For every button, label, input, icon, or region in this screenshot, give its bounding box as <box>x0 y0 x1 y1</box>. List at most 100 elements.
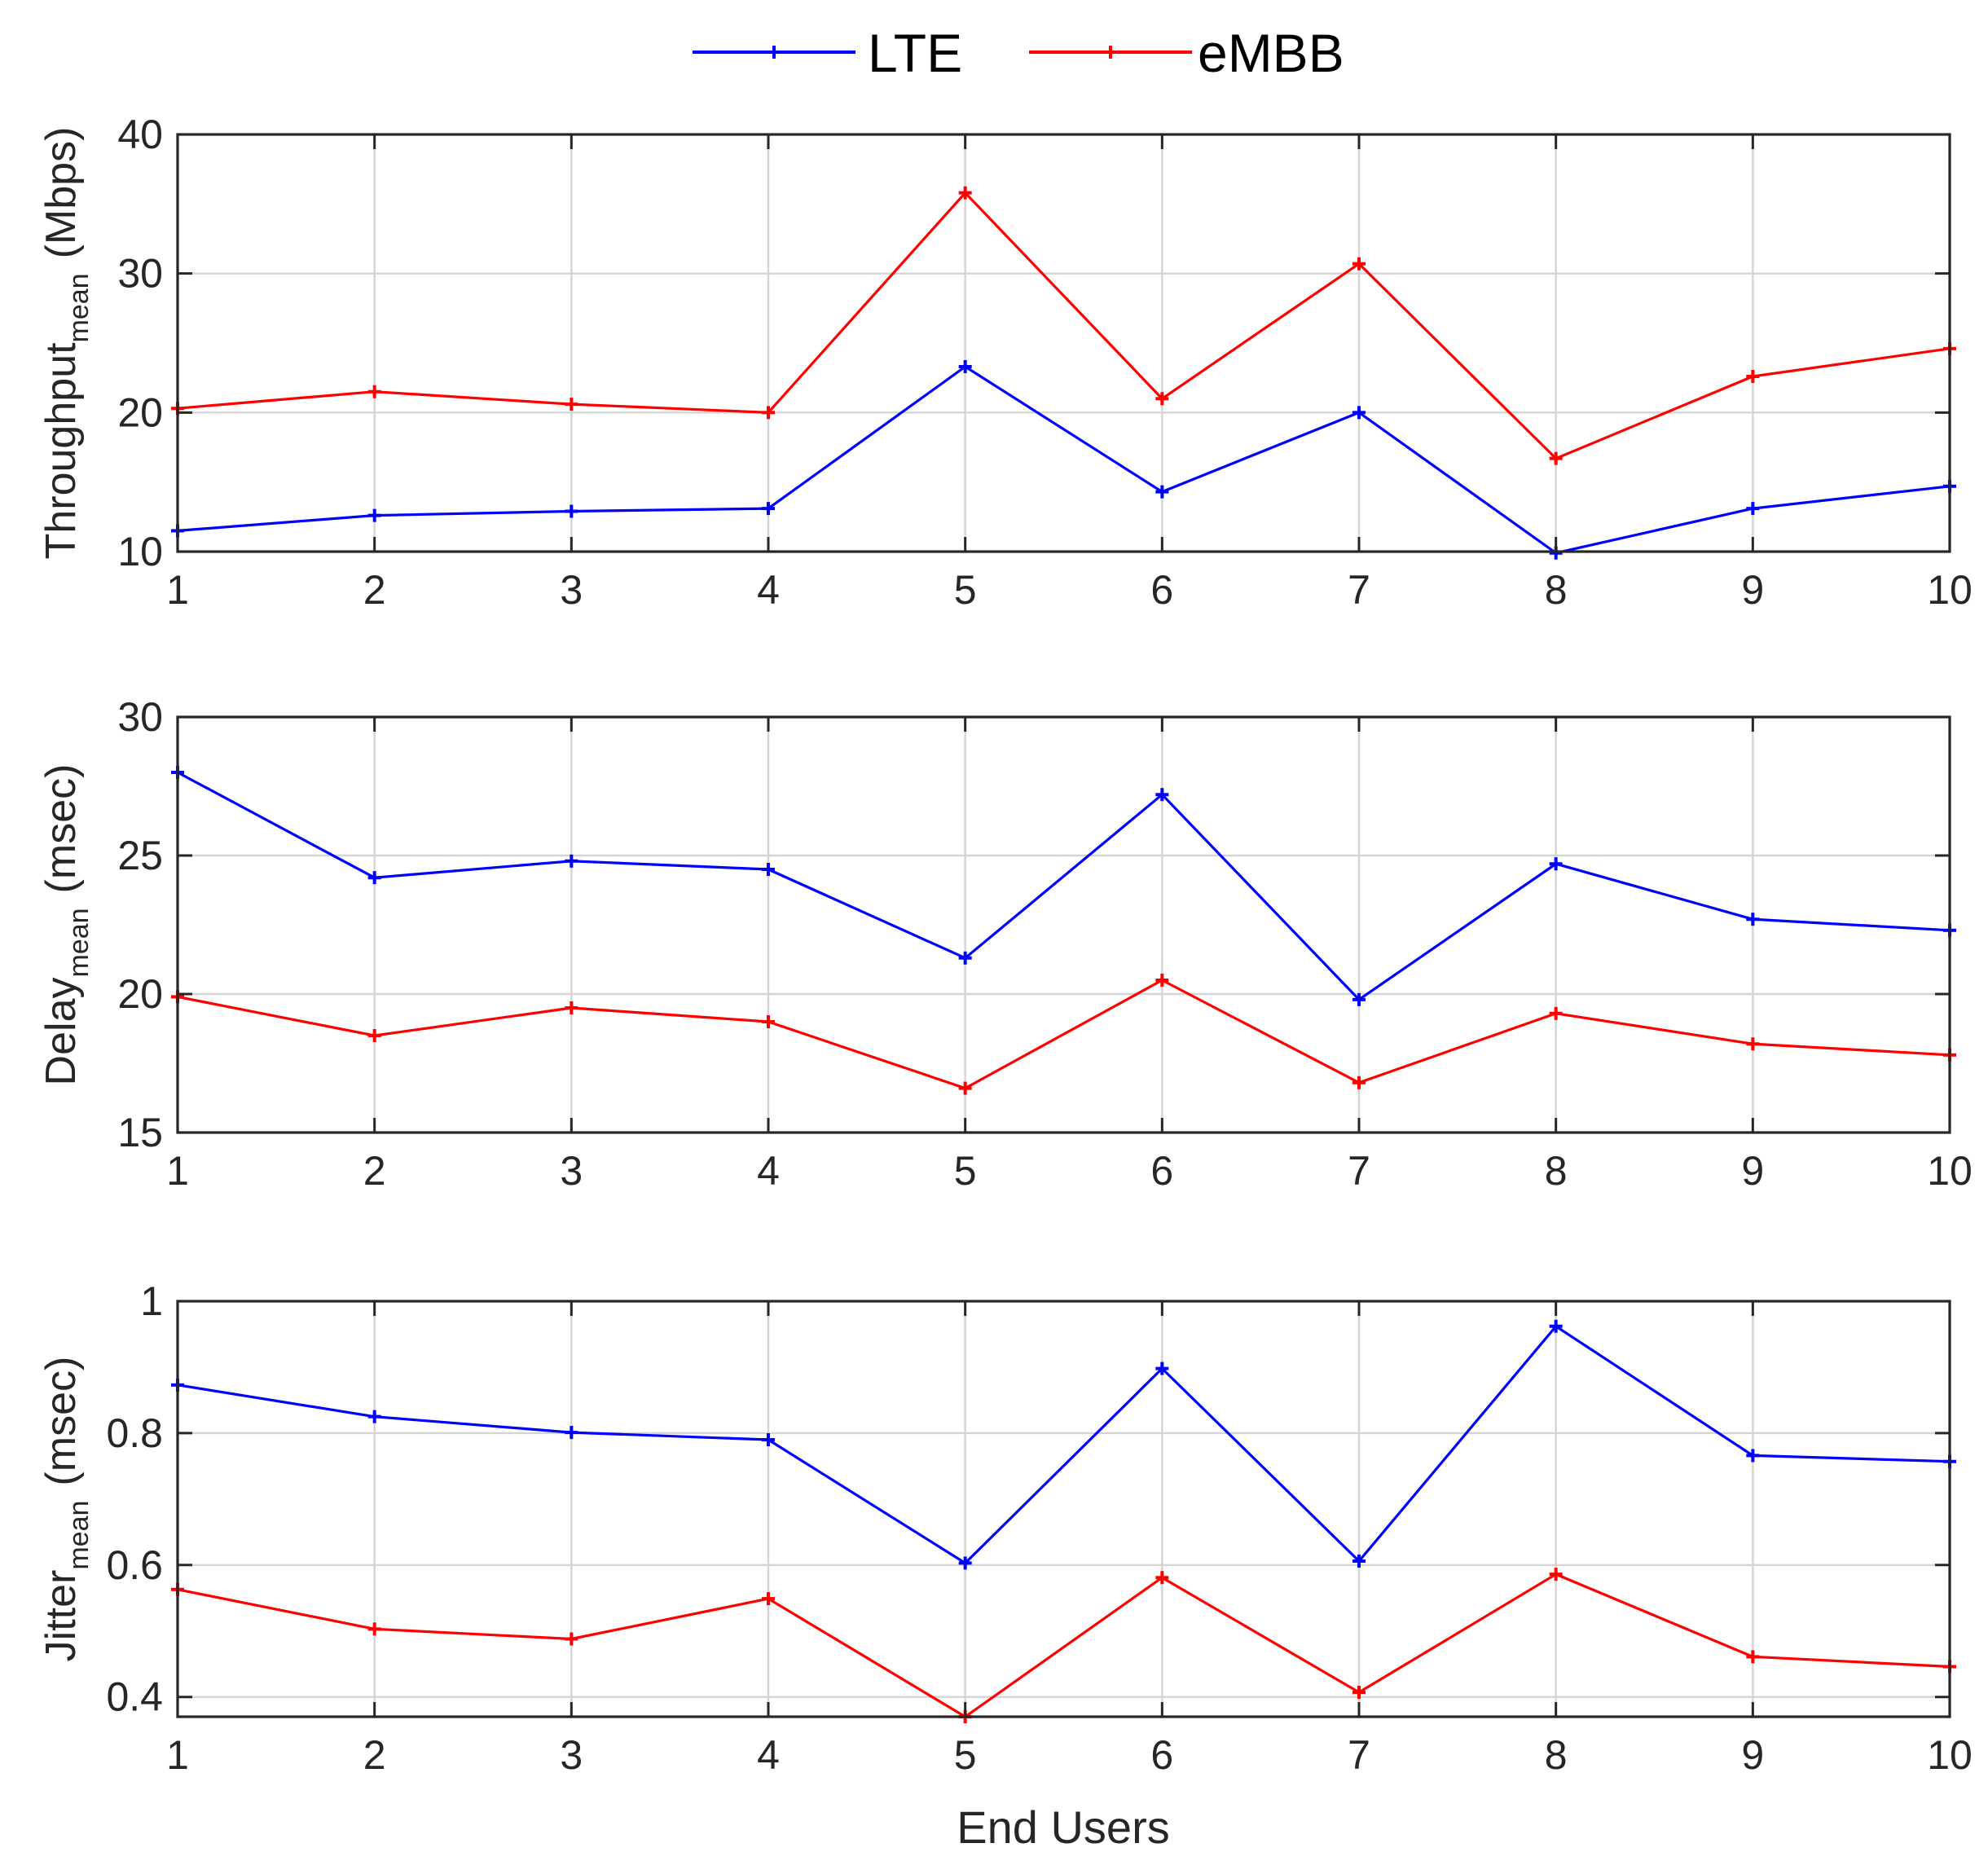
throughput-x-tick-label: 9 <box>1741 567 1764 613</box>
legend-marker-lte <box>767 46 781 59</box>
throughput-panel: 1 2 3 4 5 6 7 8 9 10 10 20 30 40 Throughputmean (Mbps… <box>37 112 1973 613</box>
delay-lte-point <box>958 951 972 965</box>
y-axis-label-subscript: mean <box>64 908 95 977</box>
throughput-x-tick-label: 7 <box>1348 567 1370 613</box>
throughput-y-tick-labels: 10 20 30 40 <box>117 112 163 574</box>
throughput-x-tick-label: 1 <box>166 567 189 613</box>
delay-y-tick-labels: 15 20 25 30 <box>117 694 163 1155</box>
throughput-embb-point <box>1746 369 1760 383</box>
jitter-lte-point <box>1746 1449 1760 1463</box>
throughput-series <box>171 186 1956 560</box>
jitter-y-tick-label: 1 <box>140 1278 163 1324</box>
delay-lte-point <box>762 863 775 876</box>
delay-y-tick-label: 20 <box>117 971 163 1017</box>
jitter-lte-series-line <box>177 1325 1951 1565</box>
delay-embb-point <box>565 1001 578 1014</box>
delay-embb-point <box>1746 1037 1760 1051</box>
delay-embb-point <box>1549 1006 1563 1020</box>
delay-lte-series-line <box>177 771 1951 1001</box>
delay-x-tick-label: 10 <box>1927 1148 1973 1194</box>
delay-embb-point <box>1352 1076 1366 1089</box>
y-axis-label-main: Delay <box>37 977 85 1085</box>
delay-embb-point <box>367 1029 381 1042</box>
jitter-x-tick-label: 4 <box>757 1732 780 1778</box>
throughput-y-tick-label: 20 <box>117 389 163 435</box>
delay-lte-point <box>1352 992 1366 1006</box>
throughput-x-tick-label: 6 <box>1150 567 1173 613</box>
jitter-lte-point <box>1549 1319 1563 1333</box>
throughput-embb-series-line <box>177 191 1951 460</box>
jitter-embb-series-line <box>177 1573 1951 1718</box>
jitter-grid <box>178 1301 1950 1717</box>
jitter-x-tick-label: 8 <box>1545 1732 1568 1778</box>
delay-x-tick-label: 9 <box>1741 1148 1764 1194</box>
throughput-lte-point <box>958 360 972 374</box>
jitter-embb-point <box>367 1622 381 1636</box>
legend: LTE eMBB <box>693 23 1344 83</box>
throughput-x-tick-label: 4 <box>757 567 780 613</box>
jitter-series <box>171 1319 1956 1723</box>
jitter-lte-point <box>762 1433 775 1446</box>
delay-axes-box <box>176 715 1951 1134</box>
jitter-y-tick-label: 0.8 <box>106 1410 163 1456</box>
jitter-x-tick-labels: 1 2 3 4 5 6 7 8 9 10 <box>166 1732 1973 1778</box>
jitter-embb-point <box>1352 1686 1366 1700</box>
delay-x-tick-label: 3 <box>560 1148 583 1194</box>
delay-lte-point <box>1549 857 1563 871</box>
jitter-x-tick-label: 1 <box>166 1732 189 1778</box>
y-axis-label-unit: (msec) <box>37 764 85 894</box>
throughput-embb-point <box>762 406 775 420</box>
delay-x-tick-label: 8 <box>1545 1148 1568 1194</box>
jitter-x-tick-label: 3 <box>560 1732 583 1778</box>
delay-x-tick-label: 1 <box>166 1148 189 1194</box>
throughput-x-tick-label: 10 <box>1927 567 1973 613</box>
throughput-lte-point <box>1352 406 1366 420</box>
delay-y-tick-label: 15 <box>117 1110 163 1155</box>
delay-x-tick-label: 4 <box>757 1148 780 1194</box>
y-axis-label-unit: (Mbps) <box>37 127 85 259</box>
delay-x-tick-label: 7 <box>1348 1148 1370 1194</box>
jitter-embb-point <box>762 1592 775 1606</box>
jitter-x-tick-label: 10 <box>1927 1732 1973 1778</box>
throughput-x-tick-label: 2 <box>363 567 386 613</box>
jitter-x-tick-label: 5 <box>954 1732 977 1778</box>
y-axis-label-main: Throughput <box>37 342 85 560</box>
delay-series <box>171 766 1956 1095</box>
throughput-y-tick-label: 10 <box>117 529 163 574</box>
jitter-embb-point <box>1549 1568 1563 1581</box>
jitter-lte-point <box>1352 1554 1366 1568</box>
delay-lte-point <box>367 871 381 885</box>
throughput-lte-point <box>565 504 578 518</box>
throughput-embb-point <box>1155 392 1169 406</box>
throughput-grid <box>178 134 1950 552</box>
throughput-lte-point <box>1746 502 1760 516</box>
jitter-x-tick-label: 2 <box>363 1732 386 1778</box>
throughput-embb-point <box>1352 257 1366 271</box>
delay-y-tick-label: 25 <box>117 833 163 878</box>
jitter-y-tick-label: 0.6 <box>106 1542 163 1588</box>
jitter-panel: 1 2 3 4 5 6 7 8 9 10 0.4 0.6 0.8 1 Jittermean (msec) <box>37 1278 1973 1778</box>
legend-item-embb: eMBB <box>1029 23 1344 83</box>
legend-item-lte: LTE <box>693 23 962 83</box>
jitter-lte-point <box>958 1556 972 1570</box>
throughput-lte-point <box>367 508 381 522</box>
throughput-lte-series-line <box>177 365 1951 555</box>
delay-embb-point <box>762 1015 775 1028</box>
jitter-lte-point <box>565 1426 578 1440</box>
throughput-x-tick-label: 8 <box>1545 567 1568 613</box>
delay-panel: 1 2 3 4 5 6 7 8 9 10 15 20 25 30 Delaymean (msec) <box>37 694 1973 1194</box>
throughput-lte-point <box>762 502 775 516</box>
delay-embb-point <box>958 1081 972 1095</box>
jitter-lte-point <box>367 1410 381 1423</box>
throughput-embb-point <box>565 398 578 411</box>
y-axis-label-main: Jitter <box>37 1570 85 1662</box>
jitter-y-tick-labels: 0.4 0.6 0.8 1 <box>106 1278 163 1720</box>
throughput-embb-point <box>1549 451 1563 465</box>
jitter-x-tick-label: 6 <box>1150 1732 1173 1778</box>
delay-x-tick-label: 5 <box>954 1148 977 1194</box>
delay-ticks <box>176 715 1951 1134</box>
delay-embb-series-line <box>177 979 1951 1090</box>
jitter-x-tick-label: 9 <box>1741 1732 1764 1778</box>
delay-x-tick-label: 2 <box>363 1148 386 1194</box>
